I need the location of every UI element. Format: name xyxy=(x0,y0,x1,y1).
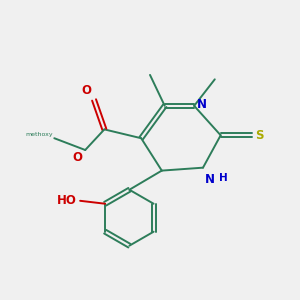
Text: H: H xyxy=(219,173,228,183)
Text: O: O xyxy=(81,84,91,97)
Text: methoxy: methoxy xyxy=(25,132,53,137)
Text: S: S xyxy=(255,129,264,142)
Text: N: N xyxy=(196,98,206,111)
Text: O: O xyxy=(72,152,82,164)
Text: N: N xyxy=(206,173,215,186)
Text: HO: HO xyxy=(57,194,77,207)
